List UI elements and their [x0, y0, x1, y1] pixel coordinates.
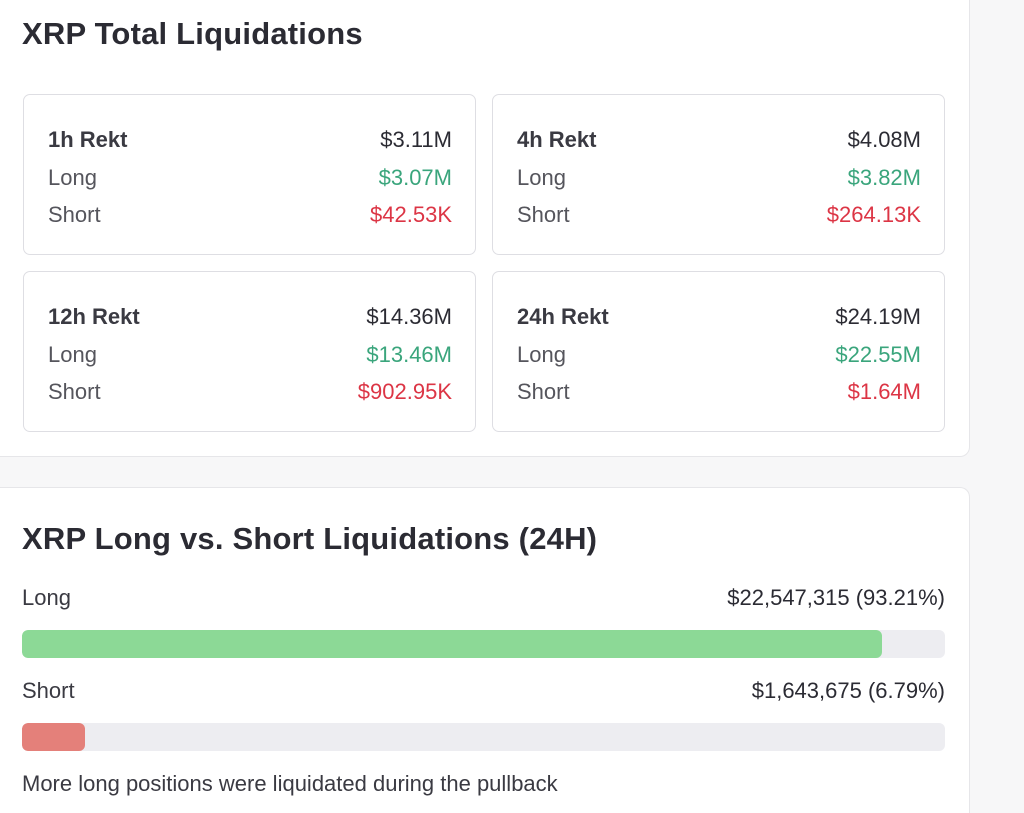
total-liquidations-panel: XRP Total Liquidations 1h Rekt $3.11M Lo… — [0, 0, 970, 457]
long-bar-value: $22,547,315 (93.21%) — [727, 585, 945, 610]
card-short-value: $1.64M — [847, 379, 921, 404]
card-period-label: 1h Rekt — [48, 127, 128, 152]
card-long-label: Long — [48, 342, 97, 367]
card-total-row: 24h Rekt $24.19M — [517, 303, 921, 331]
card-long-row: Long $3.82M — [517, 164, 921, 192]
card-total-row: 4h Rekt $4.08M — [517, 126, 921, 154]
total-liquidations-title: XRP Total Liquidations — [22, 16, 363, 51]
card-long-label: Long — [48, 165, 97, 190]
long-vs-short-panel: XRP Long vs. Short Liquidations (24H) Lo… — [0, 487, 970, 813]
card-long-value: $13.46M — [366, 342, 452, 367]
card-period-label: 4h Rekt — [517, 127, 597, 152]
card-total-value: $14.36M — [366, 304, 452, 329]
card-total-row: 12h Rekt $14.36M — [48, 303, 452, 331]
card-short-value: $42.53K — [370, 202, 452, 227]
card-short-row: Short $902.95K — [48, 378, 452, 406]
liquidation-card-4h: 4h Rekt $4.08M Long $3.82M Short $264.13… — [492, 94, 945, 255]
card-long-row: Long $22.55M — [517, 341, 921, 369]
card-short-label: Short — [517, 202, 570, 227]
card-total-value: $4.08M — [847, 127, 921, 152]
card-short-label: Short — [48, 202, 101, 227]
liquidation-caption: More long positions were liquidated duri… — [22, 771, 558, 796]
long-bar-label: Long — [22, 585, 71, 610]
long-bar-label-row: Long $22,547,315 (93.21%) — [22, 585, 945, 611]
card-short-value: $264.13K — [826, 202, 921, 227]
card-short-row: Short $1.64M — [517, 378, 921, 406]
liquidation-card-1h: 1h Rekt $3.11M Long $3.07M Short $42.53K — [23, 94, 476, 255]
card-total-value: $3.11M — [380, 127, 452, 152]
long-bar-fill — [22, 630, 883, 658]
short-bar-label-row: Short $1,643,675 (6.79%) — [22, 678, 945, 704]
card-long-label: Long — [517, 342, 566, 367]
short-bar-value: $1,643,675 (6.79%) — [751, 678, 945, 703]
long-vs-short-title: XRP Long vs. Short Liquidations (24H) — [22, 521, 598, 556]
card-total-value: $24.19M — [835, 304, 921, 329]
card-short-value: $902.95K — [357, 379, 452, 404]
card-short-row: Short $264.13K — [517, 201, 921, 229]
card-long-value: $22.55M — [835, 342, 921, 367]
short-bar-track — [22, 723, 945, 751]
short-bar-label: Short — [22, 678, 75, 703]
card-long-row: Long $13.46M — [48, 341, 452, 369]
card-long-row: Long $3.07M — [48, 164, 452, 192]
long-bar-track — [22, 630, 945, 658]
card-long-value: $3.07M — [378, 165, 452, 190]
card-long-label: Long — [517, 165, 566, 190]
card-short-row: Short $42.53K — [48, 201, 452, 229]
card-short-label: Short — [48, 379, 101, 404]
liquidation-card-12h: 12h Rekt $14.36M Long $13.46M Short $902… — [23, 271, 476, 432]
card-long-value: $3.82M — [847, 165, 921, 190]
liquidation-card-24h: 24h Rekt $24.19M Long $22.55M Short $1.6… — [492, 271, 945, 432]
card-short-label: Short — [517, 379, 570, 404]
short-bar-fill — [22, 723, 85, 751]
card-period-label: 12h Rekt — [48, 304, 140, 329]
card-period-label: 24h Rekt — [517, 304, 609, 329]
card-total-row: 1h Rekt $3.11M — [48, 126, 452, 154]
